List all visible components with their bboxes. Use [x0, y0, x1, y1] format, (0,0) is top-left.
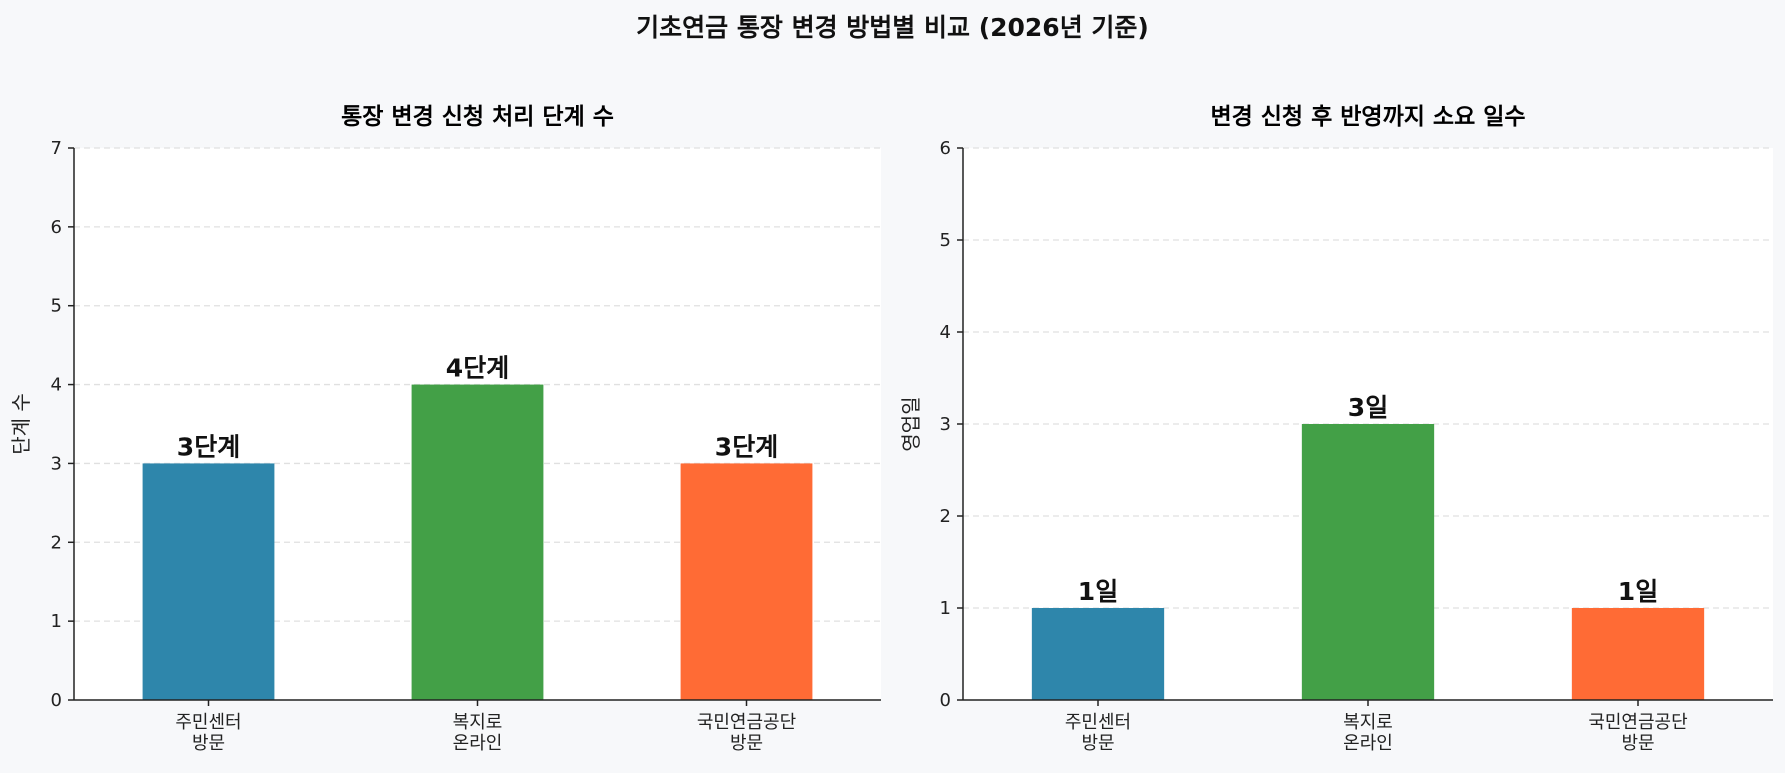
x-tick-label: 온라인 — [453, 733, 503, 754]
bar-value-label: 4단계 — [446, 354, 509, 383]
bar — [142, 463, 275, 700]
y-tick-label: 1 — [51, 611, 62, 632]
y-axis-label: 단계 수 — [9, 393, 33, 455]
bar — [680, 463, 813, 700]
y-tick-label: 3 — [940, 414, 951, 435]
y-tick-label: 5 — [51, 296, 62, 317]
bar — [1571, 608, 1705, 700]
bar-value-label: 3일 — [1348, 393, 1388, 422]
bar — [1301, 424, 1435, 700]
bar-value-label: 3단계 — [177, 432, 240, 461]
x-tick-label: 주민센터 — [175, 712, 241, 733]
x-tick-label: 국민연금공단 — [697, 712, 796, 733]
y-tick-label: 0 — [51, 690, 62, 711]
y-tick-label: 7 — [51, 138, 62, 159]
bar-value-label: 1일 — [1618, 577, 1658, 606]
y-tick-label: 4 — [940, 322, 951, 343]
x-tick-label: 방문 — [192, 733, 225, 754]
y-axis-label: 영업일 — [899, 396, 923, 451]
x-tick-label: 복지로 — [1343, 712, 1393, 733]
x-tick-label: 복지로 — [453, 712, 503, 733]
x-tick-label: 방문 — [730, 733, 763, 754]
x-tick-label: 온라인 — [1343, 733, 1393, 754]
y-tick-label: 3 — [51, 453, 62, 474]
bar-value-label: 3단계 — [715, 432, 778, 461]
y-tick-label: 2 — [940, 506, 951, 527]
x-tick-label: 주민센터 — [1065, 712, 1131, 733]
figure-title: 기초연금 통장 변경 방법별 비교 (2026년 기준) — [636, 13, 1149, 42]
y-tick-label: 5 — [940, 230, 951, 251]
chart-title: 통장 변경 신청 처리 단계 수 — [341, 104, 614, 130]
y-tick-label: 6 — [940, 138, 951, 159]
x-tick-label: 국민연금공단 — [1588, 712, 1687, 733]
y-tick-label: 6 — [51, 217, 62, 238]
bar — [411, 384, 544, 700]
bar-value-label: 1일 — [1078, 577, 1118, 606]
x-tick-label: 방문 — [1621, 733, 1654, 754]
chart-title: 변경 신청 후 반영까지 소요 일수 — [1210, 104, 1525, 130]
x-tick-label: 방문 — [1081, 733, 1114, 754]
y-tick-label: 4 — [51, 375, 62, 396]
y-tick-label: 1 — [940, 598, 951, 619]
bar — [1031, 608, 1165, 700]
y-tick-label: 2 — [51, 532, 62, 553]
y-tick-label: 0 — [940, 690, 951, 711]
